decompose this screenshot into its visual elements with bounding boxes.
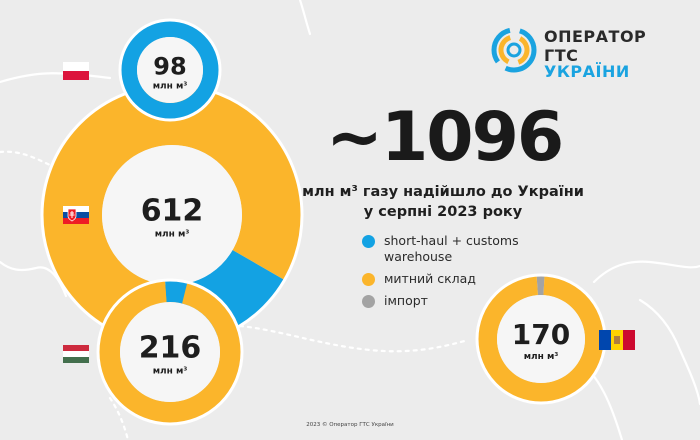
- map-border-top-right: [298, 0, 312, 36]
- donut-slovakia-center: [102, 145, 242, 285]
- donut-poland-unit-label: млн м³: [153, 81, 188, 91]
- donut-poland-center: [137, 37, 203, 103]
- legend-item-short-haul: short-haul + customs warehouse: [362, 233, 562, 265]
- company-logo: ОПЕРАТОР ГТС УКРАЇНИ: [488, 24, 648, 80]
- map-border-north: [0, 72, 112, 84]
- map-border-moldova-south: [638, 298, 700, 406]
- caption-line-2: у серпні 2023 року: [363, 204, 523, 220]
- legend-item-customs: митний склад: [362, 271, 562, 287]
- flag-moldova: [599, 330, 635, 350]
- donut-hungary-value-label: 216: [139, 330, 202, 365]
- donut-moldova-value-label: 170: [512, 318, 570, 351]
- donut-hungary-center: [120, 302, 220, 402]
- logo-line-2a: ГТС: [544, 46, 579, 65]
- logo-line-1: ОПЕРАТОР: [544, 27, 647, 46]
- flag-slovakia: [63, 206, 89, 224]
- donut-poland-value-label: 98: [153, 52, 186, 80]
- legend-dot-short-haul: [362, 235, 375, 248]
- legend-dot-import: [362, 295, 375, 308]
- donut-moldova-slice-1: [477, 275, 606, 404]
- flag-hungary: [63, 345, 89, 363]
- legend: short-haul + customs warehouse митний ск…: [362, 233, 562, 315]
- map-border-slovakia-poland: [0, 150, 54, 168]
- logo-emblem-icon: [491, 27, 537, 73]
- legend-label-customs: митний склад: [384, 271, 476, 286]
- map-border-hungary-romania: [238, 324, 470, 353]
- donut-moldova-center: [497, 295, 585, 383]
- donut-moldova-slice-0: [536, 275, 545, 296]
- donut-moldova-unit-label: млн м³: [524, 352, 559, 362]
- donut-hungary-outline: [96, 278, 244, 426]
- footer-copyright: 2023 © Оператор ГТС України: [306, 422, 394, 428]
- donut-slovakia-unit-label: млн м³: [155, 229, 190, 239]
- donut-slovakia-value-label: 612: [141, 193, 204, 228]
- total-caption: млн м³ газу надійшло до України у серпні…: [276, 182, 610, 222]
- total-volume: ~1096: [326, 98, 564, 177]
- legend-label-short-haul-2: warehouse: [384, 249, 453, 264]
- donut-poland-slice-0: [120, 20, 220, 120]
- donut-poland-outline: [118, 18, 222, 122]
- map-border-bottom-left: [108, 396, 130, 440]
- donut-slovakia-slice-1: [42, 85, 303, 345]
- caption-line-1: млн м³ газу надійшло до України: [302, 184, 584, 200]
- logo-line-2b: УКРАЇНИ: [544, 62, 630, 81]
- legend-label-short-haul-1: short-haul + customs: [384, 233, 519, 248]
- legend-label-import: імпорт: [384, 293, 428, 308]
- donut-hungary-slice-1: [97, 280, 242, 424]
- flag-poland: [63, 62, 89, 80]
- donut-hungary-unit-label: млн м³: [153, 366, 188, 376]
- map-border-moldova-east: [592, 260, 700, 284]
- legend-dot-customs: [362, 273, 375, 286]
- donut-hungary-slice-0: [164, 280, 188, 304]
- legend-item-import: імпорт: [362, 293, 562, 309]
